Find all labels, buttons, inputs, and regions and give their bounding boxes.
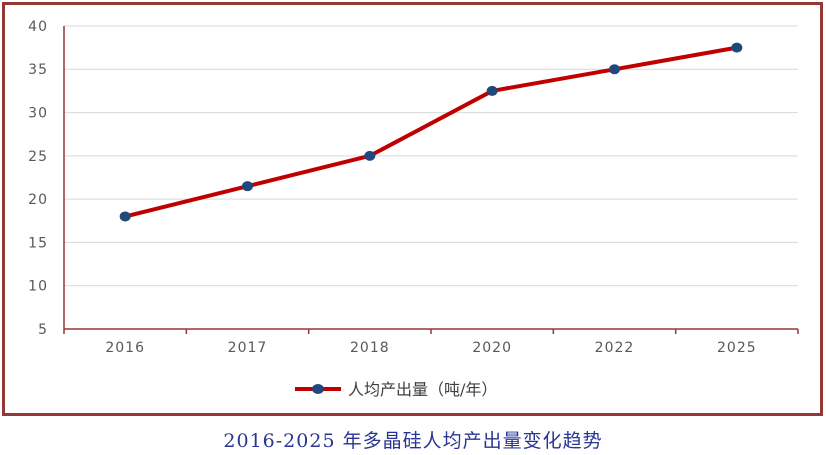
chart-frame [2, 2, 823, 416]
x-tick-label: 2016 [105, 340, 145, 356]
data-point-marker [242, 181, 253, 192]
y-tick-label: 25 [28, 149, 48, 165]
data-point-marker [486, 85, 498, 96]
y-tick-label: 5 [38, 322, 48, 338]
x-tick-label: 2017 [228, 340, 268, 356]
chart-border [2, 2, 823, 416]
chart-title: 2016-2025 年多晶硅人均产出量变化趋势 [223, 430, 603, 452]
data-point-marker [731, 42, 743, 53]
x-tick-label: 2022 [595, 340, 635, 356]
legend-marker [312, 384, 324, 394]
x-tick-label: 2018 [350, 340, 390, 356]
legend-label: 人均产出量（吨/年） [348, 380, 497, 399]
gridlines [64, 25, 798, 287]
x-tick-label: 2025 [717, 340, 757, 356]
y-tick-label: 40 [28, 19, 48, 35]
x-tick-label: 2020 [472, 340, 512, 356]
legend: 人均产出量（吨/年） [295, 380, 497, 399]
y-tick-label: 10 [28, 279, 48, 295]
series-line [123, 45, 739, 219]
axes [63, 26, 799, 334]
y-tick-label: 20 [28, 192, 48, 208]
data-point-marker [609, 64, 620, 75]
y-tick-label: 35 [28, 62, 48, 78]
data-point-marker [364, 150, 376, 161]
series-layer [119, 42, 743, 222]
y-tick-label: 15 [28, 235, 48, 251]
data-point-marker [119, 211, 131, 222]
y-tick-label: 30 [28, 105, 48, 121]
